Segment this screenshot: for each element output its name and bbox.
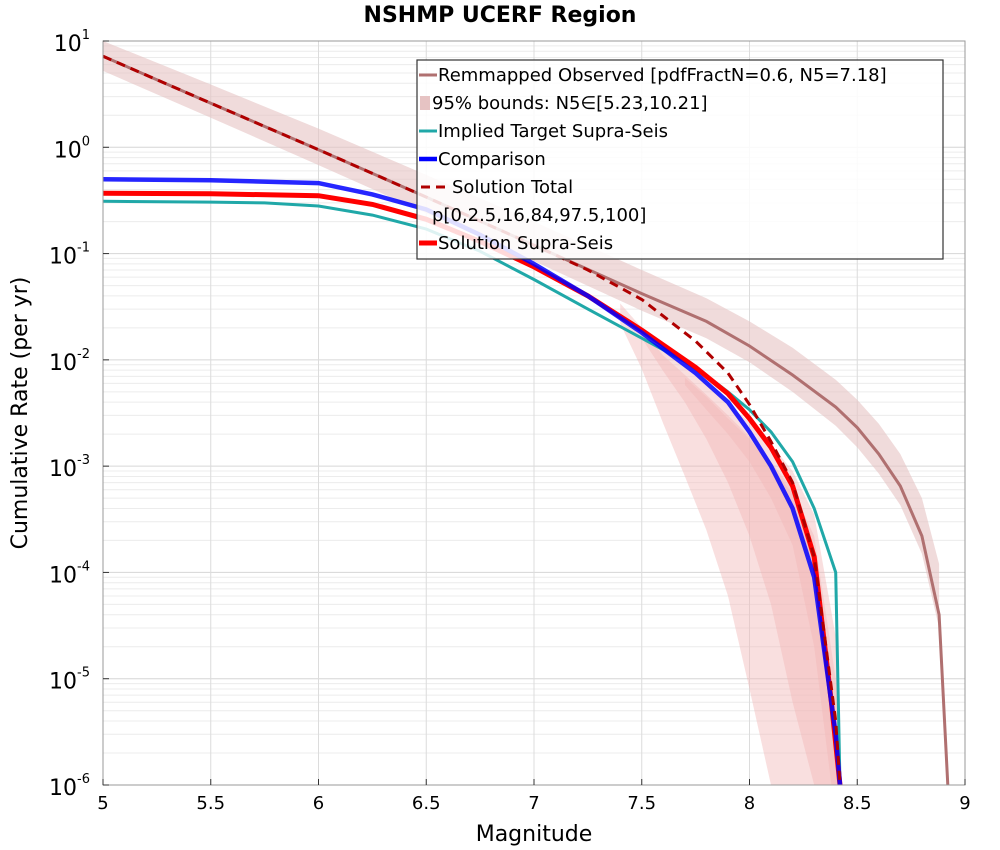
x-tick-label: 9 bbox=[959, 793, 970, 814]
y-tick-label: 10-1 bbox=[49, 241, 90, 270]
x-tick-label: 6 bbox=[313, 793, 324, 814]
x-ticks: 5 5.5 6 6.5 7 7.5 8 8.5 9 bbox=[97, 779, 971, 814]
legend-box bbox=[416, 59, 944, 260]
x-tick-label: 7.5 bbox=[627, 793, 656, 814]
y-ticks: 10-6 10-5 10-4 10-3 10-2 10-1 100 101 bbox=[49, 28, 109, 801]
chart-title: NSHMP UCERF Region bbox=[364, 3, 637, 28]
x-tick-label: 5 bbox=[97, 793, 108, 814]
y-tick-label: 10-5 bbox=[49, 666, 90, 695]
series-lines bbox=[102, 54, 950, 786]
x-tick-label: 8 bbox=[744, 793, 755, 814]
x-axis-label: Magnitude bbox=[476, 822, 593, 847]
legend-observed-label: Remmapped Observed [pdfFractN=0.6, N5=7.… bbox=[438, 65, 887, 86]
legend-observed-band-label: 95% bounds: N5∈[5.23,10.21] bbox=[432, 93, 708, 114]
y-tick-label: 10-4 bbox=[49, 559, 90, 588]
legend-percentiles-label: p[0,2.5,16,84,97.5,100] bbox=[432, 205, 646, 226]
y-tick-label: 10-6 bbox=[49, 772, 90, 801]
legend-observed-band-swatch bbox=[420, 96, 430, 110]
y-tick-label: 101 bbox=[54, 28, 90, 57]
comparison-line bbox=[102, 177, 843, 786]
solution-total-line bbox=[102, 54, 842, 786]
x-tick-label: 6.5 bbox=[412, 793, 441, 814]
x-tick-label: 7 bbox=[528, 793, 539, 814]
y-tick-label: 10-2 bbox=[49, 347, 90, 376]
percentile-band-1 bbox=[641, 330, 840, 785]
legend-target-label: Implied Target Supra-Seis bbox=[438, 121, 668, 142]
y-axis-label: Cumulative Rate (per yr) bbox=[8, 277, 33, 550]
target-supra-seis-line bbox=[102, 199, 842, 786]
legend-solution-supra-label: Solution Supra-Seis bbox=[438, 233, 613, 254]
observed-95pct-band bbox=[103, 41, 940, 628]
legend-solution-total-label: Solution Total bbox=[452, 177, 573, 198]
legend: Remmapped Observed [pdfFractN=0.6, N5=7.… bbox=[416, 59, 944, 260]
y-tick-label: 10-3 bbox=[49, 453, 90, 482]
x-tick-label: 8.5 bbox=[843, 793, 872, 814]
y-tick-label: 100 bbox=[54, 134, 90, 163]
percentile-band-0 bbox=[620, 303, 840, 785]
x-tick-label: 5.5 bbox=[196, 793, 225, 814]
bands bbox=[103, 41, 940, 785]
percentile-band-2 bbox=[684, 377, 840, 785]
legend-comparison-label: Comparison bbox=[438, 149, 546, 170]
